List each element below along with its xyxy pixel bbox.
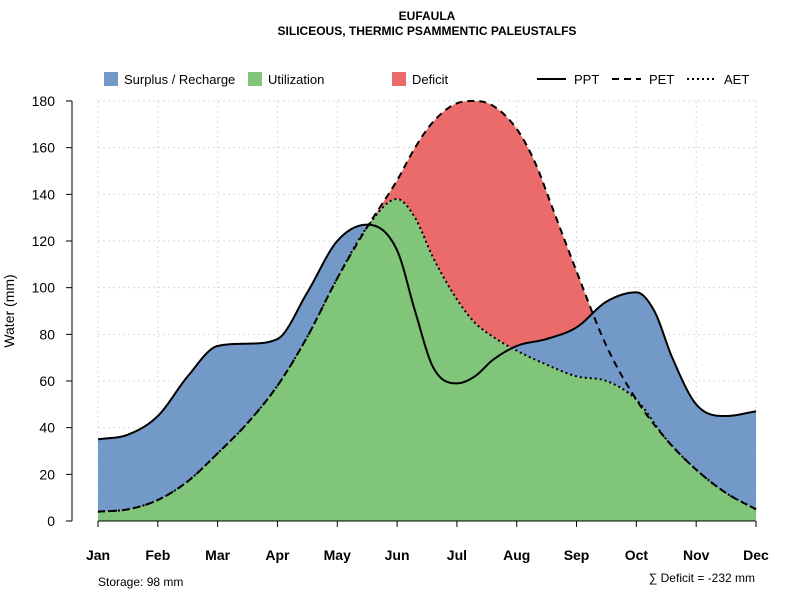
utilization-area [98, 199, 756, 521]
x-tick-label-dec: Dec [743, 547, 769, 563]
y-tick-label-100: 100 [32, 280, 56, 296]
x-tick-label-may: May [324, 547, 351, 563]
legend-swatch-deficit [392, 72, 406, 86]
legend-label-surplus: Surplus / Recharge [124, 72, 235, 87]
x-tick-label-apr: Apr [265, 547, 290, 563]
y-tick-label-20: 20 [39, 466, 55, 482]
x-axis-ticks: Jan Feb Mar Apr May Jun Jul Aug Sep Oct Nov Dec [86, 521, 769, 563]
legend-swatch-utilization [248, 72, 262, 86]
chart-subtitle: SILICEOUS, THERMIC PSAMMENTIC PALEUSTALF… [278, 24, 577, 38]
x-tick-label-nov: Nov [683, 547, 710, 563]
legend-label-aet: AET [724, 72, 749, 87]
legend-label-utilization: Utilization [268, 72, 324, 87]
y-tick-label-60: 60 [39, 373, 55, 389]
y-tick-label-140: 140 [32, 186, 56, 202]
deficit-note: ∑ Deficit = -232 mm [649, 571, 755, 585]
area-fills [98, 101, 756, 521]
series-lines [97, 100, 757, 513]
legend-label-ppt: PPT [574, 72, 599, 87]
y-tick-label-180: 180 [32, 93, 56, 109]
y-axis-label: Water (mm) [1, 274, 17, 347]
y-tick-label-40: 40 [39, 420, 55, 436]
x-tick-label-mar: Mar [205, 547, 230, 563]
chart-title: EUFAULA [399, 9, 456, 23]
y-tick-label-120: 120 [32, 233, 56, 249]
x-tick-label-jul: Jul [447, 547, 467, 563]
x-tick-label-sep: Sep [564, 547, 590, 563]
x-tick-label-feb: Feb [145, 547, 170, 563]
x-tick-label-aug: Aug [503, 547, 530, 563]
legend-label-pet: PET [649, 72, 674, 87]
series-line-ppt [97, 223, 757, 441]
x-tick-label-jan: Jan [86, 547, 110, 563]
y-axis-ticks: 0 20 40 60 80 100 120 140 160 180 [32, 93, 72, 529]
x-tick-label-oct: Oct [625, 547, 649, 563]
series-line-pet [97, 100, 757, 513]
deficit-area-1 [368, 101, 594, 349]
storage-note: Storage: 98 mm [98, 575, 183, 589]
legend-label-deficit: Deficit [412, 72, 449, 87]
x-tick-label-jun: Jun [385, 547, 410, 563]
legend-swatch-surplus [104, 72, 118, 86]
y-tick-label-160: 160 [32, 140, 56, 156]
legend: Surplus / Recharge Utilization Deficit P… [104, 72, 749, 87]
y-tick-label-80: 80 [39, 326, 55, 342]
y-tick-label-0: 0 [47, 513, 55, 529]
